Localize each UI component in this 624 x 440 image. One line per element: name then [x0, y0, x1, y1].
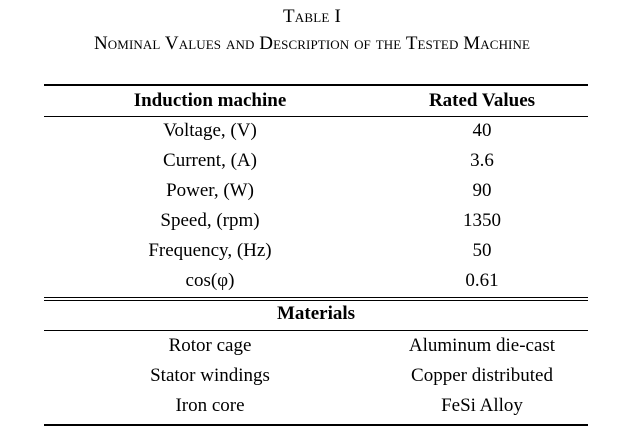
section-rule-upper	[44, 297, 588, 298]
value-cell: 40	[472, 120, 492, 141]
material-type-cell: Aluminum die-cast	[408, 335, 556, 356]
table-header-row: Induction machine Rated Values	[44, 86, 588, 116]
table-row: Power, (W) 90	[44, 176, 588, 206]
table-caption: Nominal Values and Description of the Te…	[93, 33, 531, 54]
materials-section-header: Materials	[276, 303, 356, 324]
table-row: Rotor cage Aluminum die-cast	[44, 331, 588, 361]
header-cell-induction-machine: Induction machine	[133, 90, 287, 111]
material-type-cell: Copper distributed	[411, 365, 553, 386]
table-row: cos(φ) 0.61	[44, 266, 588, 296]
parameter-cell: Current, (A)	[163, 150, 257, 171]
table-row: Voltage, (V) 40	[44, 116, 588, 146]
material-part-cell: Stator windings	[150, 365, 270, 386]
value-cell: 0.61	[465, 270, 499, 291]
parameter-cell: Power, (W)	[166, 180, 254, 201]
material-part-cell: Iron core	[175, 395, 245, 416]
table-row: Iron core FeSi Alloy	[44, 391, 588, 421]
header-cell-rated-values: Rated Values	[428, 90, 536, 111]
table-label: Table I	[282, 6, 342, 27]
parameter-cell: cos(φ)	[185, 270, 235, 291]
parameter-cell: Voltage, (V)	[163, 120, 257, 141]
section-rule-lower	[44, 300, 588, 301]
table-top-rule	[44, 84, 588, 86]
material-part-cell: Rotor cage	[168, 335, 252, 356]
table-row: Speed, (rpm) 1350	[44, 206, 588, 236]
value-cell: 50	[472, 240, 492, 261]
materials-header-rule	[44, 330, 588, 331]
value-cell: 3.6	[470, 150, 494, 171]
parameter-cell: Speed, (rpm)	[160, 210, 260, 231]
table-row: Frequency, (Hz) 50	[44, 236, 588, 266]
table-bottom-rule	[44, 424, 588, 426]
table-row: Stator windings Copper distributed	[44, 361, 588, 391]
material-type-cell: FeSi Alloy	[441, 395, 523, 416]
value-cell: 1350	[463, 210, 501, 231]
header-rule	[44, 116, 588, 117]
parameter-cell: Frequency, (Hz)	[148, 240, 272, 261]
table-row: Current, (A) 3.6	[44, 146, 588, 176]
value-cell: 90	[472, 180, 492, 201]
